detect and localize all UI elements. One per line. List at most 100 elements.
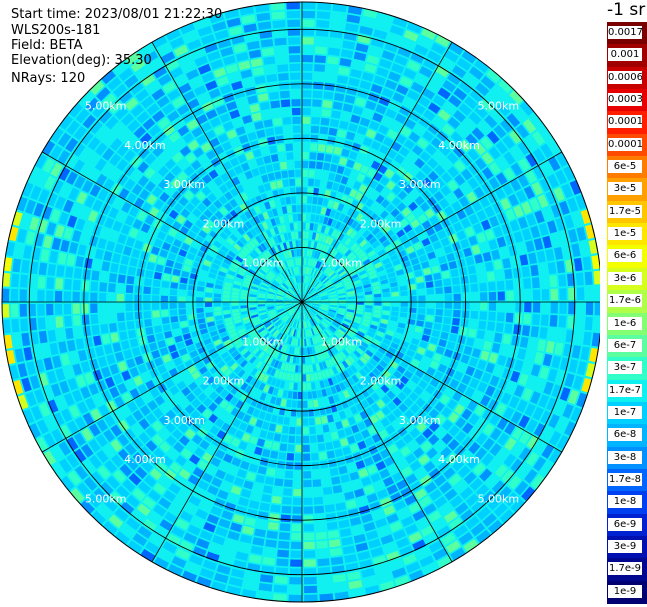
range-gate-cell <box>340 258 348 266</box>
range-gate-cell <box>121 340 130 350</box>
range-gate-cell <box>356 347 364 355</box>
range-gate-cell <box>254 370 262 379</box>
range-gate-cell <box>284 299 292 301</box>
range-gate-cell <box>305 285 310 293</box>
range-gate-cell <box>373 289 381 294</box>
range-gate-cell <box>346 227 354 236</box>
range-gate-cell <box>472 462 486 476</box>
range-gate-cell <box>460 354 470 365</box>
range-gate-cell <box>311 108 321 116</box>
range-gate-cell <box>306 320 309 328</box>
range-gate-cell <box>112 253 121 264</box>
range-gate-cell <box>179 315 187 322</box>
range-gate-cell <box>567 228 578 243</box>
range-gate-cell <box>343 280 352 286</box>
range-gate-cell <box>225 180 235 190</box>
range-gate-cell <box>308 277 313 285</box>
colorbar-tick-label: 3e-8 <box>608 450 642 464</box>
range-gate-cell <box>347 416 356 426</box>
range-gate-cell <box>484 229 495 241</box>
range-gate-cell <box>299 284 301 292</box>
range-gate-cell <box>166 145 178 157</box>
range-gate-cell <box>352 384 360 394</box>
range-gate-cell <box>290 541 302 550</box>
range-gate-cell <box>443 467 456 480</box>
range-gate-cell <box>224 282 232 287</box>
range-gate-cell <box>346 311 354 316</box>
range-gate-cell <box>342 277 351 284</box>
range-gate-cell <box>29 216 40 231</box>
range-gate-cell <box>291 287 297 294</box>
range-gate-cell <box>391 173 402 184</box>
range-gate-cell <box>184 404 195 415</box>
range-gate-cell <box>268 459 277 468</box>
range-gate-cell <box>336 266 343 273</box>
range-gate-cell <box>351 395 360 404</box>
range-gate-cell <box>302 293 304 301</box>
range-gate-cell <box>22 408 35 425</box>
range-gate-cell <box>273 226 280 235</box>
range-gate-cell <box>206 375 216 385</box>
range-gate-cell <box>152 287 160 295</box>
range-gate-cell <box>292 258 296 266</box>
range-gate-cell <box>77 401 89 415</box>
range-gate-cell <box>230 246 239 255</box>
range-gate-cell <box>41 205 53 220</box>
range-gate-cell <box>253 261 262 268</box>
range-gate-cell <box>215 343 225 351</box>
range-gate-cell <box>389 375 399 384</box>
range-gate-cell <box>370 140 381 151</box>
range-gate-cell <box>359 239 368 248</box>
range-gate-cell <box>344 318 352 324</box>
range-gate-cell <box>493 365 504 377</box>
range-gate-cell <box>395 244 404 253</box>
range-gate-cell <box>384 244 394 252</box>
range-gate-cell <box>196 576 212 588</box>
range-gate-cell <box>325 282 333 288</box>
range-gate-cell <box>302 303 306 311</box>
colorbar-tick-label: 0.0003 <box>608 93 642 107</box>
range-gate-cell <box>173 475 186 488</box>
range-gate-cell <box>287 308 294 314</box>
range-gate-cell <box>288 289 295 295</box>
range-gate-cell <box>295 311 299 319</box>
range-gate-cell <box>279 262 285 270</box>
range-gate-cell <box>251 168 260 177</box>
range-gate-cell <box>19 304 28 317</box>
range-gate-cell <box>240 305 248 309</box>
range-gate-cell <box>233 315 241 321</box>
range-gate-cell <box>345 23 359 33</box>
range-gate-cell <box>329 296 338 299</box>
range-gate-cell <box>387 401 397 412</box>
range-gate-cell <box>576 361 587 376</box>
range-gate-cell <box>101 261 111 272</box>
range-gate-cell <box>352 181 362 190</box>
range-gate-cell <box>96 126 110 140</box>
range-gate-cell <box>414 488 427 500</box>
range-gate-cell <box>109 386 120 399</box>
range-gate-cell <box>58 458 73 474</box>
range-gate-cell <box>195 360 205 370</box>
range-gate-cell <box>470 310 479 320</box>
range-gate-cell <box>315 314 322 321</box>
range-gate-cell <box>435 309 443 316</box>
range-gate-cell <box>207 181 218 191</box>
range-gate-cell <box>240 69 253 79</box>
range-gate-cell <box>434 401 445 413</box>
range-gate-cell <box>463 204 475 216</box>
range-gate-cell <box>304 347 308 355</box>
range-gate-cell <box>446 341 456 350</box>
range-gate-cell <box>255 349 263 357</box>
range-gate-cell <box>395 350 405 359</box>
range-gate-cell <box>318 575 332 584</box>
range-gate-cell <box>240 359 248 368</box>
range-gate-cell <box>353 51 367 62</box>
range-gate-cell <box>117 312 125 322</box>
range-gate-cell <box>263 344 270 352</box>
range-gate-cell <box>324 317 332 323</box>
range-gate-cell <box>303 303 309 308</box>
range-gate-cell <box>497 354 507 366</box>
range-gate-cell <box>435 248 445 257</box>
range-gate-cell <box>238 497 250 507</box>
range-gate-cell <box>500 392 512 405</box>
